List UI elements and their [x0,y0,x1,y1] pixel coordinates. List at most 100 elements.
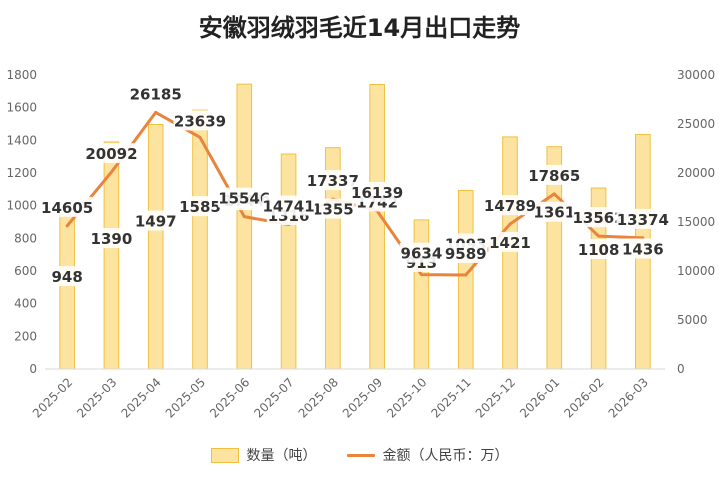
line-value-label-bg [399,242,444,263]
bar-value-label: 1421 [489,234,531,252]
x-tick-label: 2026-03 [606,375,651,420]
line-point [419,273,423,277]
y-right-tick-label: 25000 [677,117,715,131]
y-right-tick-label: 15000 [677,215,715,229]
bar-value-label-bg [621,238,665,259]
bar [147,123,164,370]
bar [502,136,518,370]
bar-value-label: 1390 [91,230,133,248]
bar-value-label-bg [50,266,85,287]
line-value-label: 14605 [41,199,93,217]
y-right-tick-label: 5000 [677,313,708,327]
bar-value-label-bg [532,201,577,222]
bar [59,213,75,370]
y-left-tick-label: 200 [14,329,37,343]
line-point [464,273,468,277]
line-value-label: 20092 [85,145,137,163]
x-tick-label: 2026-02 [561,375,606,420]
line-value-label-bg [443,243,488,264]
bar-value-label: 948 [51,268,82,286]
left-axis: 0 200 400 600 800 1000 1200 1400 1600 1800 [6,68,37,376]
legend-label-amount: 金额（人民币：万） [382,448,509,464]
line-value-label: 14741 [262,198,314,216]
legend-swatch-line [346,453,375,457]
line-value-label-bg [483,195,537,216]
line-point [65,224,69,228]
y-left-tick-label: 1600 [6,101,37,115]
y-left-tick-label: 1000 [6,199,37,213]
y-left-tick-label: 1400 [6,133,37,147]
bar-value-label: 1497 [135,212,177,230]
line-value-label-bg [84,143,138,164]
line-value-label-bg [616,208,670,229]
legend: 数量（吨） 金额（人民币：万） [0,445,719,465]
series-line [65,110,643,277]
x-tick-label: 2025-10 [384,375,429,420]
line-point [242,215,246,219]
y-left-tick-label: 1200 [6,166,37,180]
line-value-label: 14789 [484,197,536,215]
bar-value-label-bg [311,198,355,219]
x-tick-label: 2025-06 [207,375,252,420]
line-point [552,192,556,196]
x-tick-label: 2025-03 [74,375,119,420]
bar [280,153,297,370]
y-right-tick-label: 10000 [677,264,715,278]
right-axis: 0 5000 10000 15000 20000 25000 30000 [677,68,715,376]
y-left-tick-label: 600 [14,264,37,278]
line-value-label: 13374 [617,211,669,229]
data-labels: 9481390149715851744131613551742913109314… [40,83,670,287]
bar-value-label: 1355 [312,201,354,219]
x-tick-label: 2025-12 [473,375,518,420]
line-value-label: 26185 [130,85,182,103]
x-tick-label: 2025-09 [340,375,385,420]
line-value-label-bg [527,164,581,185]
y-right-tick-label: 20000 [677,166,715,180]
line-point [154,110,158,114]
legend-swatch-bar [210,447,239,463]
line-value-label: 16139 [351,184,403,202]
line-value-label: 17337 [307,172,359,190]
line-value-label-bg [217,187,271,208]
line-value-label: 13562 [572,209,624,227]
x-tick-label: 2025-07 [251,375,296,420]
x-tick-label: 2025-05 [163,375,208,420]
bar-value-label: 1108 [578,241,620,259]
bar [236,83,253,370]
bar-value-label: 1436 [622,240,664,258]
line-value-label: 17865 [528,167,580,185]
bar-value-label-bg [576,239,621,260]
line-point [597,234,601,238]
y-left-tick-label: 0 [29,362,37,376]
bar [457,189,474,370]
line-value-label-bg [262,195,316,216]
bar-value-label: 1585 [179,198,221,216]
x-tick-label: 2026-01 [517,375,562,420]
bar [413,219,430,370]
line-value-label-bg [129,83,183,104]
y-left-tick-label: 1800 [6,68,37,82]
line-value-label: 9589 [445,245,487,263]
line-value-label-bg [306,170,360,191]
bar-value-label-bg [488,231,532,252]
line-value-label: 23639 [174,112,226,130]
line-value-label: 9634 [401,245,443,263]
line-value-label: 15546 [218,190,270,208]
chart-title: 安徽羽绒羽毛近14月出口走势 [198,14,521,42]
line-value-label-bg [173,110,227,131]
bar-value-label: 1361 [533,204,575,222]
x-tick-label: 2025-02 [30,375,75,420]
line-value-label-bg [40,196,94,217]
bar-value-label-bg [133,210,178,231]
y-right-tick-label: 30000 [677,68,715,82]
bar [369,83,385,370]
legend-item-quantity[interactable]: 数量（吨） [210,445,317,465]
x-tick-label: 2025-08 [296,375,341,420]
x-tick-label: 2025-04 [118,375,163,420]
bar-value-label-bg [89,227,134,248]
line-point [109,170,113,174]
y-right-tick-label: 0 [677,362,685,376]
legend-item-amount[interactable]: 金额（人民币：万） [346,445,509,465]
x-tick-label: 2025-11 [428,375,473,420]
